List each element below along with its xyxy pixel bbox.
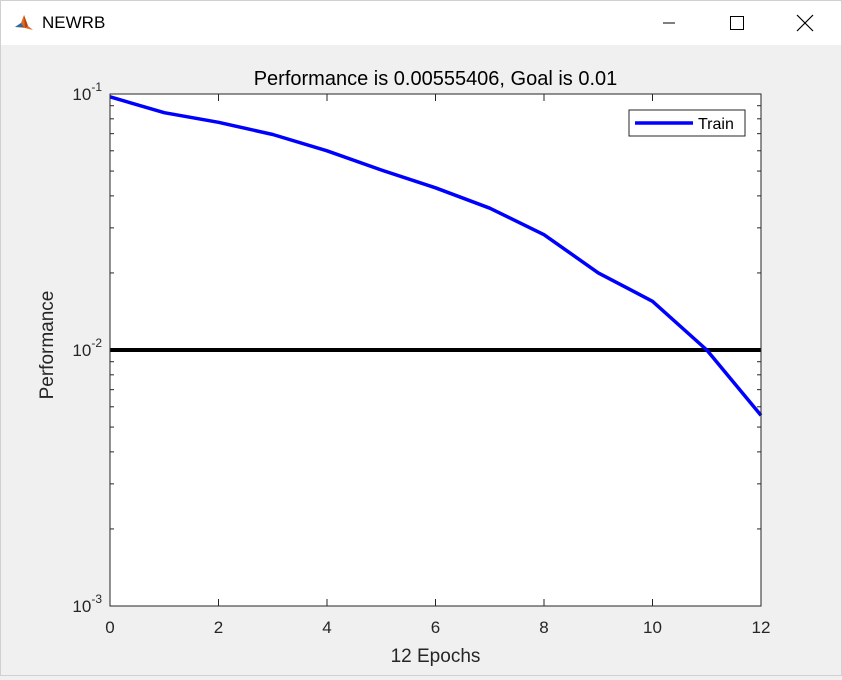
- x-tick-label: 8: [539, 618, 548, 637]
- x-tick-label: 10: [643, 618, 662, 637]
- x-tick-label: 4: [322, 618, 331, 637]
- y-tick-label: 10-1: [72, 80, 102, 104]
- maximize-icon: [729, 15, 745, 31]
- x-axis-label: 12 Epochs: [391, 646, 481, 667]
- x-tick-label: 12: [752, 618, 771, 637]
- y-axis-label: Performance: [37, 291, 58, 400]
- x-tick-label: 2: [214, 618, 223, 637]
- matlab-icon: [13, 12, 35, 34]
- close-icon: [796, 14, 814, 32]
- minimize-icon: [661, 15, 677, 31]
- performance-chart: Performance is 0.00555406, Goal is 0.01 …: [1, 45, 841, 675]
- minimize-button[interactable]: [635, 1, 703, 45]
- y-tick-label: 10-3: [72, 592, 102, 616]
- window-title: NEWRB: [42, 13, 105, 33]
- x-tick-label: 0: [105, 618, 114, 637]
- x-tick-label: 6: [431, 618, 440, 637]
- figure-area: Performance is 0.00555406, Goal is 0.01 …: [1, 45, 841, 675]
- y-tick-label: 10-2: [72, 336, 102, 360]
- title-bar[interactable]: NEWRB: [1, 1, 841, 45]
- legend[interactable]: Train: [629, 110, 745, 136]
- close-button[interactable]: [771, 1, 839, 45]
- maximize-button[interactable]: [703, 1, 771, 45]
- legend-label-train: Train: [698, 116, 734, 133]
- chart-title: Performance is 0.00555406, Goal is 0.01: [254, 68, 618, 90]
